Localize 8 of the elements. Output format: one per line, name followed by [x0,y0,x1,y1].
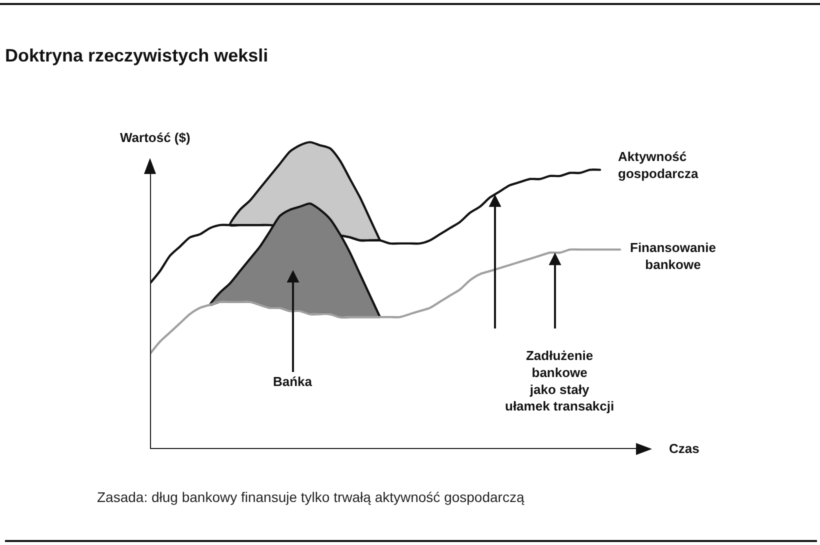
annotation: Zadłużenie bankowe jako stały ułamek transakcji [505,348,614,414]
text: Zasada: dług bankowy finansuje tylko trwałą aktywność gospodarczą [97,489,524,505]
series-label: Finansowanie bankowe [630,240,716,272]
x-axis-title: Czas [669,441,700,456]
series-label: Aktywność gospodarcza [618,149,699,181]
chart-title: Doktryna rzeczywistych weksli [5,45,268,66]
y-axis-title: Wartość ($) [120,130,190,145]
annotation: Bańka [273,374,313,389]
